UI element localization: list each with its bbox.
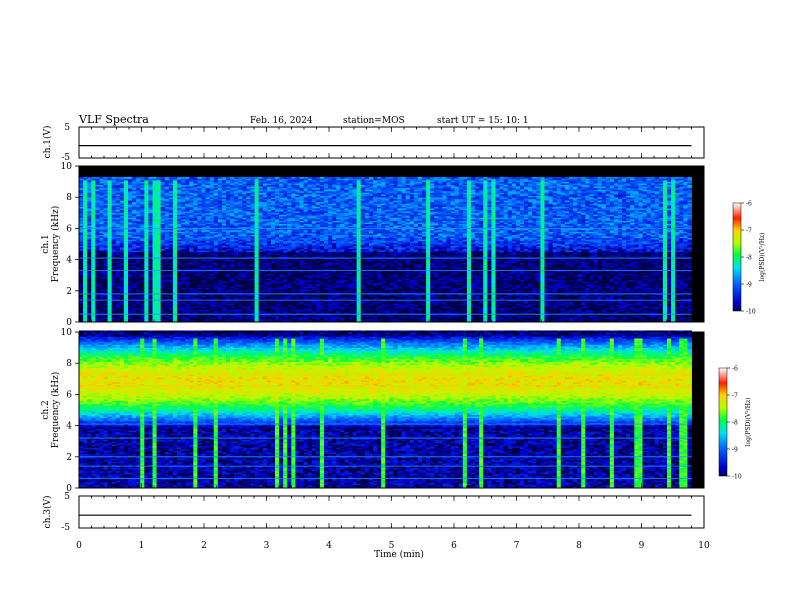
spectrogram-cell bbox=[189, 177, 193, 179]
spectrogram-cell bbox=[226, 177, 230, 179]
spectrogram-cell bbox=[246, 177, 250, 179]
spectrogram-cell bbox=[120, 177, 124, 179]
spectrogram-cell bbox=[202, 177, 206, 179]
spectrogram-cell bbox=[148, 177, 152, 179]
spectrogram-cell bbox=[108, 177, 112, 179]
spectrogram-cell bbox=[251, 177, 255, 179]
spectrogram-cell bbox=[173, 177, 177, 179]
spectrogram-cell bbox=[206, 177, 210, 179]
spectrogram-cell bbox=[185, 177, 189, 179]
spectrogram-cell bbox=[79, 177, 83, 179]
spectrogram-cell bbox=[144, 177, 148, 179]
spectrogram-cell bbox=[218, 177, 222, 179]
spectrogram-cell bbox=[193, 177, 197, 179]
spectrogram-cell bbox=[132, 177, 136, 179]
spectrogram-cell bbox=[169, 177, 173, 179]
spectrogram-cell bbox=[165, 177, 169, 179]
spectrogram-cell bbox=[230, 177, 234, 179]
spectrogram-cell bbox=[112, 177, 116, 179]
start-time-label: start UT = 15: 10: 1 bbox=[437, 116, 529, 126]
spectrogram-cell bbox=[95, 177, 99, 179]
spectrogram-cell bbox=[181, 177, 185, 179]
spectrogram-cell bbox=[197, 177, 201, 179]
spectrogram-cell bbox=[124, 177, 128, 179]
spectrogram-cell bbox=[161, 177, 165, 179]
spectrogram-cell bbox=[136, 177, 140, 179]
spectrogram-cell bbox=[153, 177, 157, 179]
spectrogram-cell bbox=[140, 177, 144, 179]
spectrogram-cell bbox=[210, 177, 214, 179]
spectrogram-cell bbox=[238, 177, 242, 179]
spectrogram-cell bbox=[87, 177, 91, 179]
spectrogram-cell bbox=[214, 177, 218, 179]
station-label: station=MOS bbox=[343, 116, 405, 126]
spectrogram-cell bbox=[177, 177, 181, 179]
spectrogram-cell bbox=[242, 177, 246, 179]
spectrogram-cell bbox=[157, 177, 161, 179]
spectrogram-cell bbox=[99, 177, 103, 179]
spectrogram-cell bbox=[234, 177, 238, 179]
spectrogram-cell bbox=[104, 177, 108, 179]
ch1-spectrogram-cells bbox=[79, 177, 692, 322]
spectrogram-cell bbox=[128, 177, 132, 179]
ch1-ytick-top: 5 bbox=[64, 123, 70, 133]
figure-title: VLF Spectra bbox=[78, 113, 149, 126]
ch1-voltage-ylabel: ch.1(V) bbox=[42, 126, 53, 159]
spectrogram-cell bbox=[91, 177, 95, 179]
spectrogram-cell bbox=[222, 177, 226, 179]
spectrogram-cell bbox=[116, 177, 120, 179]
spectrogram-cell bbox=[83, 177, 87, 179]
date-label: Feb. 16, 2024 bbox=[250, 116, 313, 126]
